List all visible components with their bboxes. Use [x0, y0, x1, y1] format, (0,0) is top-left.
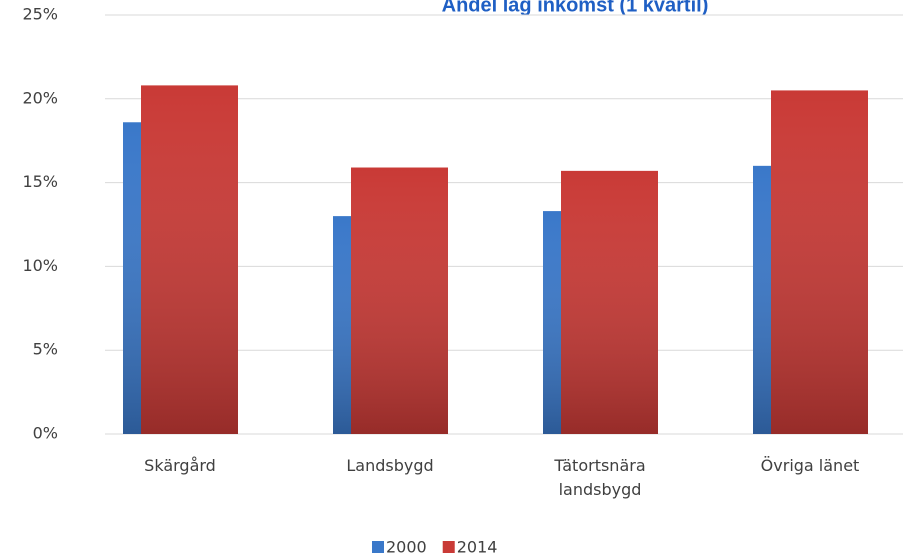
x-tick-label: Övriga länet: [760, 456, 860, 475]
legend-label: 2000: [386, 538, 427, 557]
x-tick-label: Landsbygd: [346, 456, 434, 475]
x-tick-label: Skärgård: [144, 456, 216, 475]
bar: [771, 90, 868, 435]
y-tick-label: 25%: [22, 5, 58, 24]
y-tick-label: 0%: [33, 424, 58, 443]
legend-swatch: [372, 541, 384, 553]
y-tick-label: 5%: [33, 340, 58, 359]
y-tick-label: 20%: [22, 88, 58, 107]
chart-title: Andel låg inkomst (1 kvartil): [442, 0, 709, 16]
legend-swatch: [442, 541, 455, 553]
legend-label: 2014: [457, 538, 498, 557]
x-tick-label: Tätortsnära landsbygd: [554, 456, 646, 499]
y-tick-label: 10%: [22, 256, 58, 275]
y-tick-label: 15%: [22, 172, 58, 191]
bar: [351, 167, 448, 435]
bar: [561, 170, 658, 435]
bar: [141, 85, 238, 434]
